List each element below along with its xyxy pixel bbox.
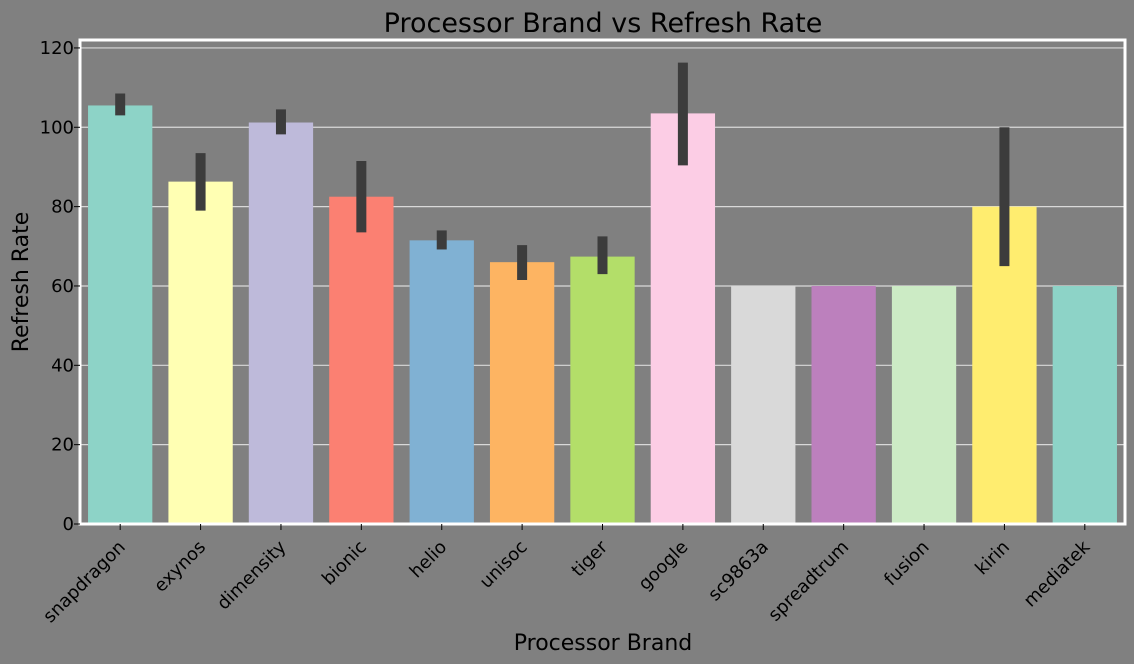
bar-bionic (329, 196, 394, 524)
x-tick-label: mediatek (1020, 536, 1095, 611)
bars (88, 105, 1117, 525)
bar-snapdragon (88, 105, 153, 524)
bar-google (650, 113, 716, 525)
x-tick-label: sc9863a (704, 537, 773, 606)
bar-helio (409, 240, 474, 524)
x-tick-label: spreadtrum (764, 537, 853, 626)
x-tick-label: dimensity (213, 536, 291, 614)
y-tick-label: 60 (51, 276, 74, 297)
x-tick-label: kirin (971, 537, 1014, 580)
bar-exynos (168, 181, 233, 524)
x-tick-label: tiger (568, 536, 613, 581)
y-tick-label: 20 (51, 435, 74, 456)
x-tick-label: exynos (150, 537, 210, 597)
x-axis-ticks: snapdragon exynos dimensity bionic helio unis… (39, 524, 1095, 627)
y-axis-ticks: 0 20 40 60 80 100 120 (40, 38, 80, 535)
y-tick-label: 0 (63, 514, 74, 535)
y-tick-label: 80 (51, 197, 74, 218)
x-axis-label: Processor Brand (514, 631, 692, 656)
y-tick-label: 40 (51, 355, 74, 376)
y-axis-label: Refresh Rate (9, 212, 34, 353)
x-tick-label: unisoc (476, 537, 532, 593)
x-tick-label: google (634, 537, 692, 595)
bar-unisoc (489, 262, 555, 524)
bar-tiger (570, 256, 635, 524)
bar-mediatek (1052, 285, 1117, 524)
error-bars (115, 62, 1010, 281)
bar-spreadtrum (811, 285, 876, 524)
x-tick-label: helio (406, 537, 452, 583)
bar-fusion (891, 285, 957, 524)
bar-sc9863a (731, 285, 796, 524)
x-tick-label: fusion (880, 537, 933, 590)
y-tick-label: 120 (40, 38, 74, 59)
bar-dimensity (248, 122, 314, 524)
chart-title: Processor Brand vs Refresh Rate (384, 8, 823, 39)
y-tick-label: 100 (40, 117, 74, 138)
x-tick-label: bionic (318, 537, 371, 590)
x-tick-label: snapdragon (39, 537, 129, 627)
